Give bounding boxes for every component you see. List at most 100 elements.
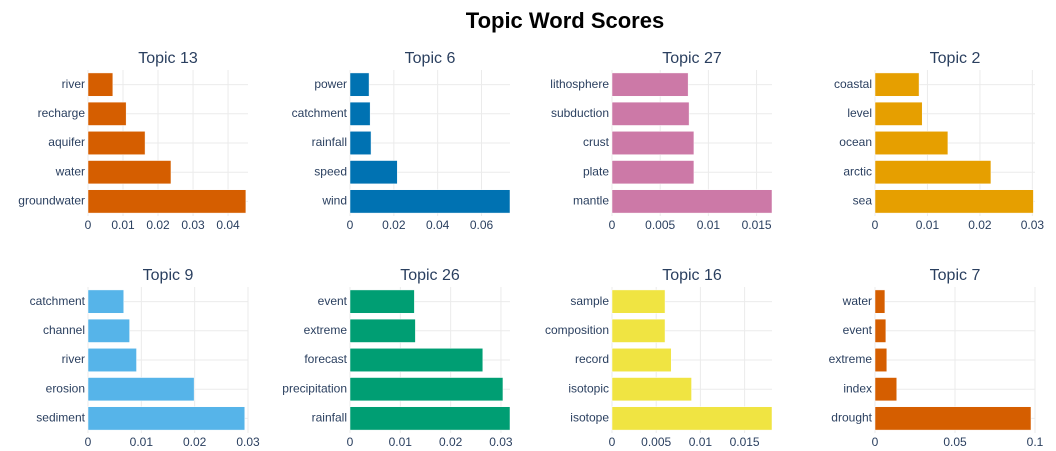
y-tick-label: extreme [304,323,348,337]
y-tick-label: forecast [304,352,347,366]
x-tick-label: 0 [347,218,354,232]
y-tick-label: record [575,352,609,366]
bar [874,406,1032,431]
x-tick-label: 0.03 [181,218,205,232]
x-tick-label: 0.015 [730,435,760,449]
bar [87,72,114,97]
x-tick-label: 0 [872,218,879,232]
y-tick-label: erosion [46,381,85,395]
y-tick-label: catchment [30,294,86,308]
bar [349,72,370,97]
y-tick-label: catchment [292,106,348,120]
y-tick-label: isotopic [568,381,609,395]
y-tick-label: event [318,294,348,308]
bar [349,377,504,402]
x-tick-label: 0 [347,435,354,449]
subplot-title: Topic 27 [662,50,722,67]
y-tick-label: ocean [839,135,872,149]
bar [611,189,773,214]
y-tick-label: sea [853,194,873,208]
subplot: Topic 13 0 0.01 0.02 0.03 0.04 river recharge aq… [18,50,248,232]
y-tick-label: composition [545,323,609,337]
x-tick-label: 0 [872,435,879,449]
y-tick-label: aquifer [48,135,85,149]
x-tick-label: 0.03 [489,435,513,449]
x-tick-label: 0.005 [641,435,671,449]
bar [87,348,137,372]
y-tick-label: river [62,352,85,366]
bar [611,318,666,343]
subplot: Topic 9 0 0.01 0.02 0.03 catchment channel rive… [30,267,260,449]
x-tick-label: 0.06 [470,218,494,232]
bar [87,189,247,214]
y-tick-label: drought [831,411,872,425]
bar [349,101,371,126]
bar [87,289,124,314]
subplot: Topic 16 0 0.005 0.01 0.015 sample composition… [545,267,773,449]
bar [87,131,146,155]
y-tick-label: arctic [843,164,872,178]
y-tick-label: precipitation [282,381,347,395]
bar [611,406,773,431]
y-tick-label: coastal [834,77,872,91]
subplot-title: Topic 26 [400,267,460,284]
subplot-title: Topic 2 [930,50,981,67]
bar [349,131,372,155]
y-tick-label: index [843,381,872,395]
bar [349,348,484,372]
bar [874,289,886,314]
y-tick-label: rainfall [312,411,347,425]
x-tick-label: 0 [609,435,616,449]
x-tick-label: 0.02 [146,218,170,232]
y-tick-label: mantle [573,194,609,208]
x-tick-label: 0.02 [382,218,406,232]
y-tick-label: level [847,106,872,120]
x-tick-label: 0.02 [439,435,463,449]
y-tick-label: extreme [829,352,873,366]
subplot: Topic 27 0 0.005 0.01 0.015 lithosphere subduc… [550,50,773,232]
bar [874,160,992,185]
subplot: Topic 2 0 0.01 0.02 0.03 coastal level ocean arc… [834,50,1044,232]
bar [874,189,1034,214]
x-tick-label: 0.02 [183,435,207,449]
y-tick-label: sediment [36,411,85,425]
x-tick-label: 0.03 [1021,218,1045,232]
bar [611,160,695,185]
bar [611,72,689,97]
bar [349,160,398,185]
bar [611,348,672,372]
bar [87,406,246,431]
subplot: Topic 7 0 0.05 0.1 water event extreme index dro… [829,267,1044,449]
x-tick-label: 0.01 [389,435,413,449]
y-tick-label: river [62,77,85,91]
y-tick-label: rainfall [312,135,347,149]
bar [874,348,888,372]
y-tick-label: plate [583,164,609,178]
bar [87,377,195,402]
subplot-title: Topic 7 [930,267,981,284]
x-tick-label: 0.04 [216,218,240,232]
bar [611,101,690,126]
x-tick-label: 0.04 [426,218,450,232]
bar [874,72,920,97]
y-tick-label: water [842,294,872,308]
y-tick-label: power [314,77,347,91]
y-tick-label: groundwater [18,194,85,208]
bar [87,101,127,126]
x-tick-label: 0.1 [1027,435,1044,449]
bar [874,377,898,402]
x-tick-label: 0 [85,218,92,232]
y-tick-label: event [843,323,873,337]
bar [349,406,511,431]
bar [874,101,923,126]
x-tick-label: 0.01 [697,218,721,232]
x-tick-label: 0.01 [916,218,940,232]
figure-title: Topic Word Scores [466,8,664,33]
bar [874,318,887,343]
bar [611,289,666,314]
y-tick-label: wind [321,194,347,208]
bar [349,189,511,214]
bar [611,377,692,402]
subplot-title: Topic 6 [405,50,456,67]
